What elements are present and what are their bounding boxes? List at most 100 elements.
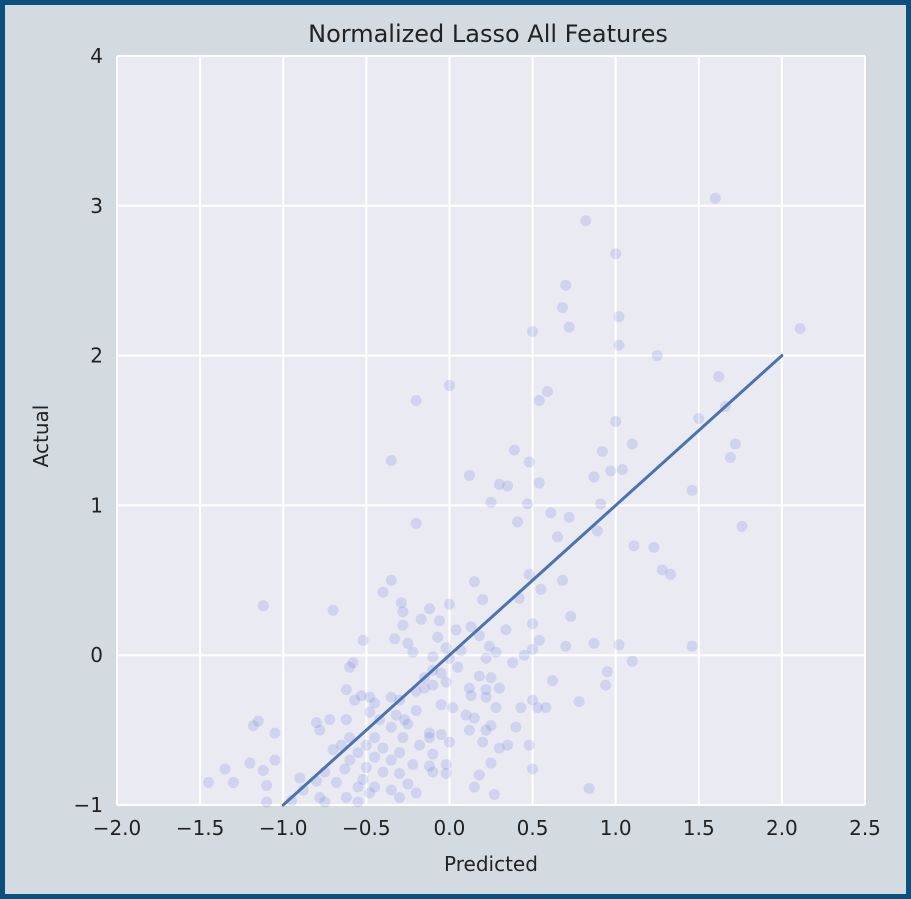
data-point	[423, 732, 435, 744]
data-point	[394, 792, 406, 804]
data-point	[397, 619, 409, 631]
x-axis-label: Predicted	[444, 852, 538, 876]
data-point	[247, 720, 259, 732]
data-point	[507, 657, 519, 669]
data-point	[483, 640, 495, 652]
data-point	[419, 682, 431, 694]
y-tick-labels: −1 0 1 2 3 4	[74, 44, 103, 817]
data-point	[600, 679, 612, 691]
data-point	[440, 676, 452, 688]
data-point	[542, 386, 554, 398]
x-tick-label: 2.0	[766, 816, 798, 840]
data-point	[385, 721, 397, 733]
x-tick-label: −2.0	[93, 816, 142, 840]
x-tick-label: −1.5	[176, 816, 225, 840]
data-point	[414, 739, 426, 751]
data-point	[523, 456, 535, 468]
data-point	[433, 615, 445, 627]
scatter-chart: Normalized Lasso All Features −2.0 −1.5 −1…	[29, 20, 881, 876]
y-tick-label: −1	[74, 793, 103, 817]
data-point	[394, 747, 406, 759]
data-point	[423, 727, 435, 739]
data-point	[532, 702, 544, 714]
data-point	[385, 691, 397, 703]
y-tick-label: 3	[90, 194, 103, 218]
data-point	[344, 732, 356, 744]
data-point	[468, 576, 480, 588]
data-point	[377, 586, 389, 598]
data-point	[435, 699, 447, 711]
data-point	[415, 613, 427, 625]
x-tick-label: 1.0	[600, 816, 632, 840]
data-point	[463, 682, 475, 694]
data-point	[450, 624, 462, 636]
data-point	[540, 702, 552, 714]
data-point	[522, 498, 534, 510]
data-point	[339, 763, 351, 775]
data-point	[390, 709, 402, 721]
y-tick-label: 0	[90, 643, 103, 667]
plot-area	[117, 56, 865, 805]
data-point	[352, 747, 364, 759]
data-point	[397, 732, 409, 744]
data-point	[385, 454, 397, 466]
data-point	[463, 469, 475, 481]
data-point	[465, 621, 477, 633]
data-point	[596, 445, 608, 457]
data-point	[219, 763, 231, 775]
data-point	[369, 697, 381, 709]
data-point	[364, 691, 376, 703]
data-point	[385, 754, 397, 766]
data-point	[588, 637, 600, 649]
data-point	[410, 705, 422, 717]
data-point	[427, 766, 439, 778]
data-point	[535, 583, 547, 595]
data-point	[488, 789, 500, 801]
data-point	[369, 781, 381, 793]
data-point	[485, 672, 497, 684]
data-point	[493, 478, 505, 490]
data-point	[686, 484, 698, 496]
data-point	[693, 413, 705, 425]
data-point	[713, 371, 725, 383]
data-point	[533, 477, 545, 489]
data-point	[286, 795, 298, 807]
data-point	[485, 496, 497, 508]
data-point	[485, 757, 497, 769]
data-point	[493, 742, 505, 754]
data-point	[527, 763, 539, 775]
data-point	[364, 706, 376, 718]
data-point	[510, 721, 522, 733]
data-point	[257, 600, 269, 612]
data-point	[480, 684, 492, 696]
data-point	[601, 666, 613, 678]
data-point	[493, 682, 505, 694]
data-point	[460, 709, 472, 721]
data-point	[257, 765, 269, 777]
data-point	[349, 694, 361, 706]
data-point	[452, 661, 464, 673]
data-point	[440, 768, 452, 780]
data-point	[427, 679, 439, 691]
x-tick-label: −1.0	[259, 816, 308, 840]
data-point	[547, 675, 559, 687]
data-point	[355, 690, 367, 702]
data-point	[324, 714, 336, 726]
data-point	[560, 279, 572, 291]
data-point	[523, 568, 535, 580]
data-point	[202, 777, 214, 789]
data-point	[527, 643, 539, 655]
data-point	[410, 787, 422, 799]
data-point	[402, 718, 414, 730]
data-point	[560, 640, 572, 652]
data-point	[736, 520, 748, 532]
data-point	[297, 784, 309, 796]
data-point	[565, 610, 577, 622]
data-point	[709, 192, 721, 204]
data-point	[443, 380, 455, 392]
data-point	[443, 598, 455, 610]
y-tick-label: 2	[90, 344, 103, 368]
data-point	[588, 471, 600, 483]
data-point	[502, 739, 514, 751]
data-point	[583, 783, 595, 795]
